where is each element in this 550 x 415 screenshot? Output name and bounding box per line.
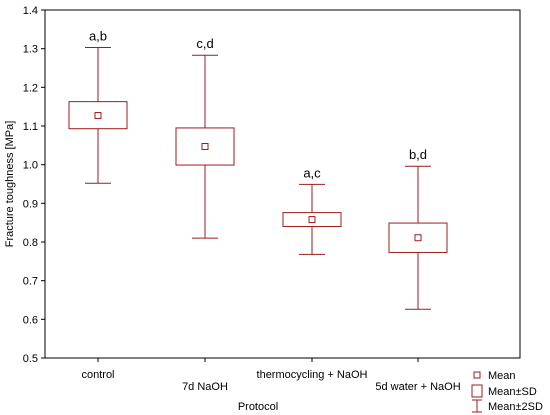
y-tick-label: 0.6 [23, 314, 38, 326]
labels: 0.5 0.6 0.7 0.8 0.9 1.0 1.1 1.2 1.3 1.4 Fracture t… [4, 5, 461, 413]
legend-2sd-label: Mean±2SD [488, 401, 543, 413]
mean-marker [94, 112, 102, 120]
box-marks [68, 47, 448, 310]
legend: Mean Mean±SD Mean±2SD [471, 370, 543, 413]
group-letters: a,b [89, 29, 107, 44]
box-group [282, 183, 342, 255]
box-group [175, 54, 235, 239]
legend-mean-marker [473, 371, 481, 379]
x-axis-label: Protocol [238, 401, 278, 413]
x-tick-label: 7d NaOH [182, 381, 228, 393]
group-letters: b,d [409, 147, 427, 162]
x-tick-label: control [81, 369, 114, 381]
y-tick-label: 1.1 [23, 121, 38, 133]
mean-marker [414, 234, 422, 242]
y-tick-label: 1.4 [23, 5, 38, 17]
mean-marker [201, 142, 209, 150]
x-tick-label: 5d water + NaOH [375, 381, 460, 393]
y-tick-label: 0.7 [23, 276, 38, 288]
y-tick-label: 1.2 [23, 82, 38, 94]
y-tick-label: 0.8 [23, 237, 38, 249]
box-group [68, 47, 128, 184]
plot-frame [44, 9, 521, 359]
legend-sd-box [471, 384, 483, 398]
y-tick-label: 0.5 [23, 353, 38, 365]
legend-mean-label: Mean [488, 370, 516, 382]
y-axis-label: Fracture toughness [MPa] [4, 121, 16, 248]
legend-sd-label: Mean±SD [488, 386, 537, 398]
axes [41, 9, 521, 362]
box-group [388, 165, 448, 310]
y-tick-label: 1.3 [23, 44, 38, 56]
group-letters: c,d [196, 36, 213, 51]
y-tick-label: 0.9 [23, 198, 38, 210]
mean-marker [308, 216, 316, 224]
group-letters: a,c [303, 165, 321, 180]
y-tick-label: 1.0 [23, 160, 38, 172]
x-tick-label: thermocycling + NaOH [257, 369, 368, 381]
sd-box [175, 127, 235, 166]
